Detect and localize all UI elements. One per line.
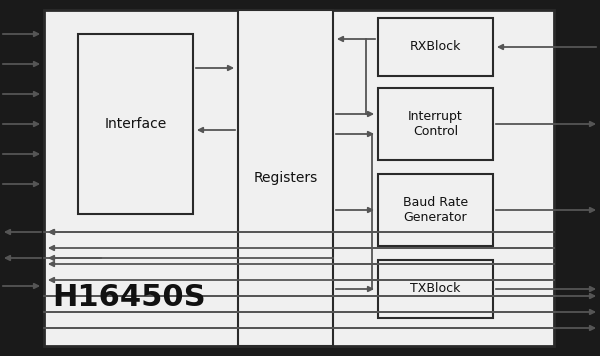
Text: Interrupt
Control: Interrupt Control [408,110,463,138]
Bar [378,88,493,160]
Text: Baud Rate
Generator: Baud Rate Generator [403,196,468,224]
Text: Interface: Interface [104,117,167,131]
Text: RXBlock: RXBlock [410,41,461,53]
Bar [378,260,493,318]
Bar [378,18,493,76]
Bar [44,10,554,346]
Bar [238,10,333,346]
Bar [378,174,493,246]
Bar [78,34,193,214]
Text: H16450S: H16450S [52,283,206,313]
Text: Registers: Registers [253,171,317,185]
Text: TXBlock: TXBlock [410,283,461,295]
